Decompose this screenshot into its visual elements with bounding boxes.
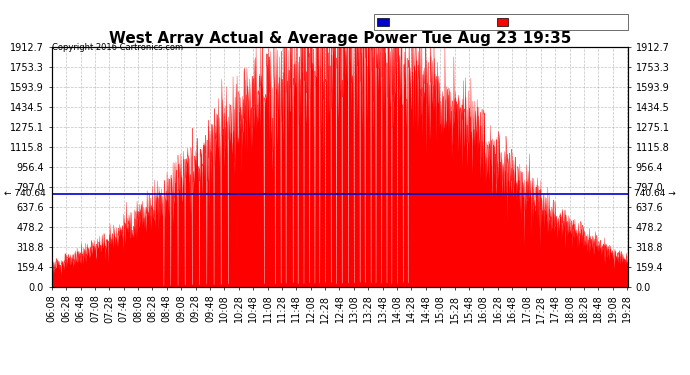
Text: 740.64 →: 740.64 → [633,189,676,198]
Legend: Average  (DC Watts), West Array  (DC Watts): Average (DC Watts), West Array (DC Watts… [375,15,628,30]
Title: West Array Actual & Average Power Tue Aug 23 19:35: West Array Actual & Average Power Tue Au… [108,31,571,46]
Text: Copyright 2016 Cartronics.com: Copyright 2016 Cartronics.com [52,43,183,52]
Text: ← 740.64: ← 740.64 [4,189,46,198]
